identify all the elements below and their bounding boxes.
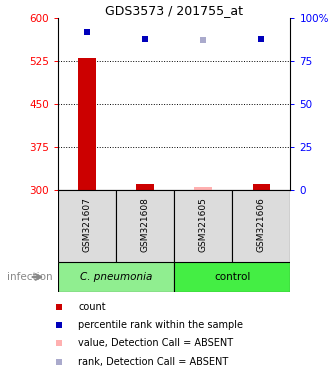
Bar <box>58 262 174 292</box>
Text: GSM321605: GSM321605 <box>199 197 208 252</box>
Bar <box>252 184 270 190</box>
Bar <box>58 190 116 262</box>
Bar <box>174 190 232 262</box>
Text: infection: infection <box>7 272 53 282</box>
Text: GSM321607: GSM321607 <box>82 197 91 252</box>
Bar <box>116 190 174 262</box>
Text: percentile rank within the sample: percentile rank within the sample <box>79 320 244 330</box>
Bar <box>78 58 96 190</box>
Text: GSM321606: GSM321606 <box>257 197 266 252</box>
Text: control: control <box>214 272 250 282</box>
Bar <box>194 187 212 190</box>
Text: GSM321608: GSM321608 <box>141 197 149 252</box>
Bar <box>136 184 154 190</box>
Text: count: count <box>79 302 106 312</box>
Bar <box>174 262 290 292</box>
Text: value, Detection Call = ABSENT: value, Detection Call = ABSENT <box>79 338 234 348</box>
Title: GDS3573 / 201755_at: GDS3573 / 201755_at <box>105 4 243 17</box>
Text: rank, Detection Call = ABSENT: rank, Detection Call = ABSENT <box>79 357 229 367</box>
Bar <box>232 190 290 262</box>
Text: C. pneumonia: C. pneumonia <box>80 272 152 282</box>
